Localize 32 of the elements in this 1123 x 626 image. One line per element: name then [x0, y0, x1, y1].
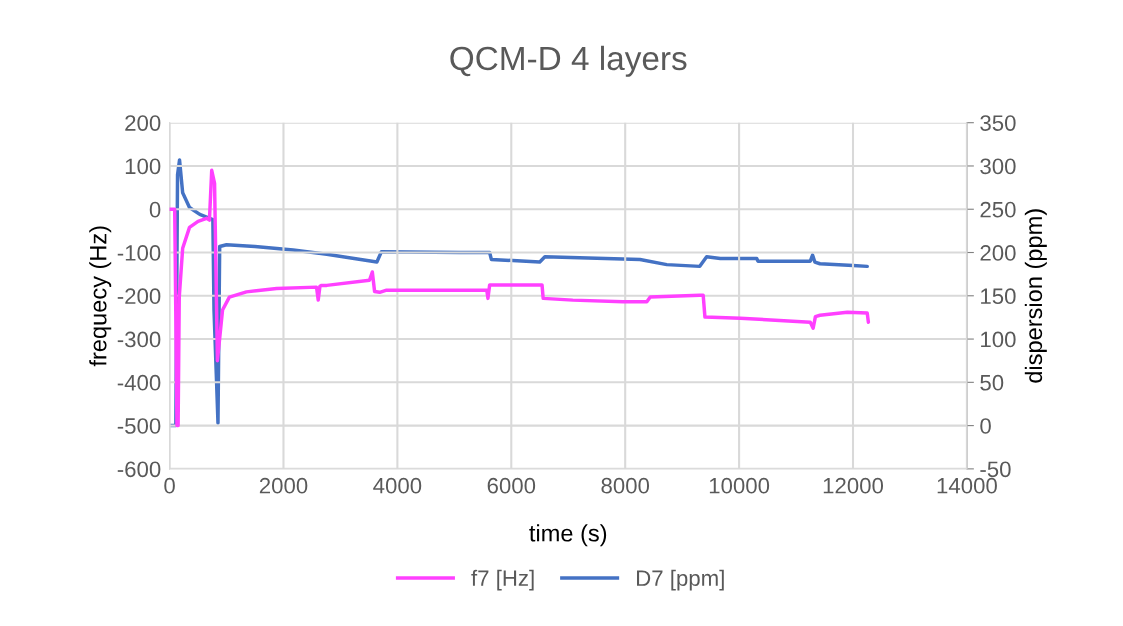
x-tick-label: 14000: [937, 477, 997, 494]
y-tick-label: -200: [117, 288, 161, 305]
y2-tick-label: 250: [980, 201, 1016, 218]
x-tick-label: 0: [164, 477, 175, 494]
y2-tick-label: 100: [981, 331, 1016, 348]
x-tick-label: 2000: [259, 477, 308, 494]
y-axis-title: frequecy (Hz): [89, 226, 112, 367]
y2-tick-label: 50: [980, 374, 1004, 391]
legend-label: D7 [ppm]: [637, 569, 724, 591]
x-tick-label: 12000: [823, 477, 884, 494]
y-tick-label: 100: [125, 158, 161, 175]
x-tick-label: 4000: [373, 477, 422, 494]
y-tick-label: -600: [117, 461, 161, 478]
y2-tick-label: 150: [981, 288, 1016, 305]
legend-label: f7 [Hz]: [471, 569, 534, 591]
y2-tick-label: 350: [980, 115, 1016, 131]
y-tick-label: 0: [149, 201, 161, 218]
chart-title: QCM-D 4 layers: [450, 45, 687, 77]
x-tick-label: 8000: [601, 477, 650, 494]
y-tick-label: 200: [125, 115, 161, 131]
x-tick-label: 10000: [709, 477, 770, 494]
y-tick-label: -400: [117, 374, 161, 391]
y-tick-label: -300: [117, 331, 161, 348]
x-tick-label: 6000: [487, 477, 536, 494]
x-axis-title: time (s): [529, 524, 607, 547]
y2-tick-label: 0: [980, 418, 991, 434]
y2-tick-label: 300: [980, 158, 1016, 175]
y2-tick-label: -50: [980, 461, 1011, 478]
y2-tick-label: 200: [980, 245, 1016, 261]
y-tick-label: -100: [117, 245, 161, 261]
y-tick-label: -500: [117, 418, 161, 434]
y2-axis-title: dispersion (ppm): [1024, 209, 1047, 383]
